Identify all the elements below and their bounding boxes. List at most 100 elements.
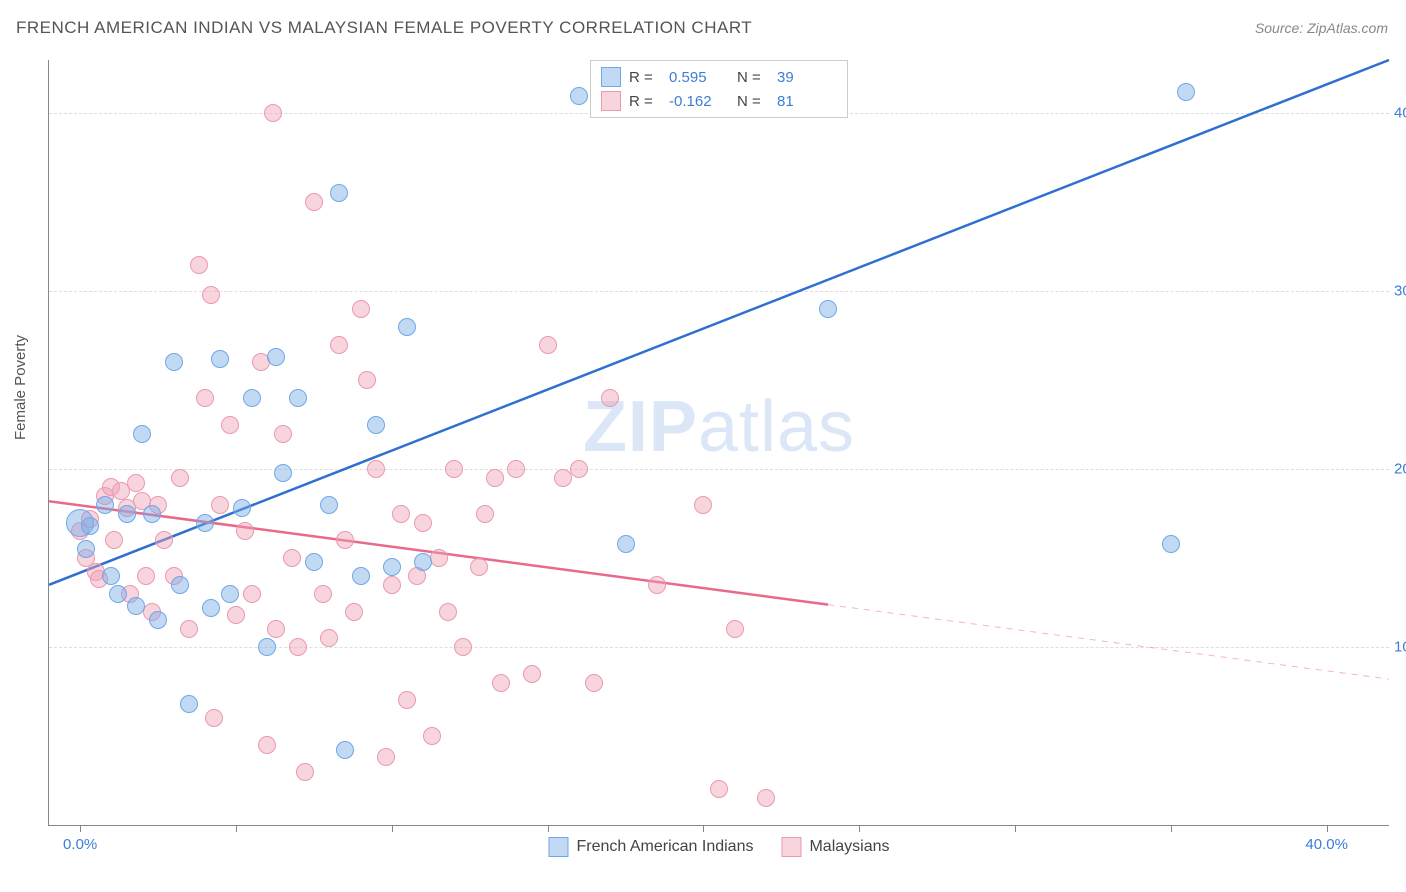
scatter-point-series2	[171, 469, 189, 487]
x-tick-label: 0.0%	[63, 836, 97, 853]
scatter-point-series2	[283, 549, 301, 567]
scatter-point-series1	[398, 318, 416, 336]
scatter-point-series2	[430, 549, 448, 567]
scatter-point-series2	[570, 460, 588, 478]
r-label: R =	[629, 93, 661, 110]
y-axis-label: Female Poverty	[12, 335, 29, 440]
scatter-point-series2	[476, 505, 494, 523]
gridline	[49, 647, 1389, 648]
x-tick	[1327, 825, 1328, 832]
scatter-point-series1	[570, 87, 588, 105]
scatter-point-series2	[258, 736, 276, 754]
scatter-point-series2	[367, 460, 385, 478]
scatter-point-series1	[221, 585, 239, 603]
x-tick	[1171, 825, 1172, 832]
x-tick-label: 40.0%	[1305, 836, 1348, 853]
scatter-point-series1	[81, 517, 99, 535]
stats-legend: R = 0.595 N = 39 R = -0.162 N = 81	[590, 60, 848, 118]
scatter-point-series2	[190, 256, 208, 274]
scatter-point-series2	[289, 638, 307, 656]
scatter-point-series1	[143, 505, 161, 523]
n-label: N =	[737, 69, 769, 86]
scatter-point-series2	[221, 416, 239, 434]
regression-lines	[49, 60, 1389, 825]
y-tick-label: 10.0%	[1394, 639, 1406, 656]
scatter-point-series1	[320, 496, 338, 514]
scatter-point-series1	[1177, 83, 1195, 101]
scatter-point-series2	[137, 567, 155, 585]
scatter-point-series1	[289, 389, 307, 407]
scatter-point-series1	[171, 576, 189, 594]
scatter-point-series1	[149, 611, 167, 629]
r-value-series1: 0.595	[669, 69, 729, 86]
scatter-point-series1	[118, 505, 136, 523]
stats-row-series2: R = -0.162 N = 81	[601, 89, 837, 113]
scatter-point-series2	[648, 576, 666, 594]
scatter-point-series1	[330, 184, 348, 202]
series-legend: French American Indians Malaysians	[548, 837, 889, 857]
scatter-point-series1	[196, 514, 214, 532]
gridline	[49, 291, 1389, 292]
scatter-point-series1	[258, 638, 276, 656]
scatter-point-series2	[358, 371, 376, 389]
gridline	[49, 469, 1389, 470]
scatter-point-series2	[454, 638, 472, 656]
scatter-point-series2	[470, 558, 488, 576]
r-value-series2: -0.162	[669, 93, 729, 110]
scatter-point-series2	[236, 522, 254, 540]
scatter-point-series2	[267, 620, 285, 638]
scatter-point-series2	[757, 789, 775, 807]
scatter-point-series2	[180, 620, 198, 638]
scatter-point-series2	[305, 193, 323, 211]
scatter-point-series2	[726, 620, 744, 638]
x-tick	[548, 825, 549, 832]
scatter-point-series2	[211, 496, 229, 514]
scatter-point-series2	[423, 727, 441, 745]
scatter-point-series2	[296, 763, 314, 781]
scatter-point-series1	[305, 553, 323, 571]
scatter-point-series1	[133, 425, 151, 443]
scatter-point-series1	[352, 567, 370, 585]
scatter-point-series1	[127, 597, 145, 615]
scatter-point-series2	[320, 629, 338, 647]
swatch-series1	[548, 837, 568, 857]
source-label: Source: ZipAtlas.com	[1255, 20, 1388, 36]
y-tick-label: 20.0%	[1394, 461, 1406, 478]
scatter-point-series2	[507, 460, 525, 478]
swatch-series2	[601, 91, 621, 111]
scatter-point-series2	[523, 665, 541, 683]
scatter-point-series2	[202, 286, 220, 304]
n-value-series2: 81	[777, 93, 837, 110]
scatter-point-series2	[330, 336, 348, 354]
scatter-point-series1	[233, 499, 251, 517]
scatter-point-series2	[492, 674, 510, 692]
legend-label-series1: French American Indians	[576, 838, 753, 856]
scatter-point-series2	[243, 585, 261, 603]
scatter-point-series2	[392, 505, 410, 523]
watermark: ZIPatlas	[583, 386, 855, 468]
scatter-point-series1	[202, 599, 220, 617]
scatter-point-series2	[383, 576, 401, 594]
scatter-point-series1	[274, 464, 292, 482]
scatter-point-series1	[617, 535, 635, 553]
scatter-point-series2	[486, 469, 504, 487]
x-tick	[392, 825, 393, 832]
swatch-series1	[601, 67, 621, 87]
n-label: N =	[737, 93, 769, 110]
scatter-point-series1	[267, 348, 285, 366]
scatter-point-series1	[102, 567, 120, 585]
scatter-point-series2	[398, 691, 416, 709]
scatter-point-series2	[694, 496, 712, 514]
scatter-point-series2	[352, 300, 370, 318]
scatter-point-series2	[336, 531, 354, 549]
swatch-series2	[781, 837, 801, 857]
stats-row-series1: R = 0.595 N = 39	[601, 65, 837, 89]
y-tick-label: 40.0%	[1394, 105, 1406, 122]
scatter-point-series2	[127, 474, 145, 492]
scatter-point-series2	[264, 104, 282, 122]
scatter-point-series2	[314, 585, 332, 603]
scatter-point-series2	[205, 709, 223, 727]
scatter-point-series2	[445, 460, 463, 478]
scatter-point-series1	[414, 553, 432, 571]
chart-title: FRENCH AMERICAN INDIAN VS MALAYSIAN FEMA…	[16, 18, 752, 38]
